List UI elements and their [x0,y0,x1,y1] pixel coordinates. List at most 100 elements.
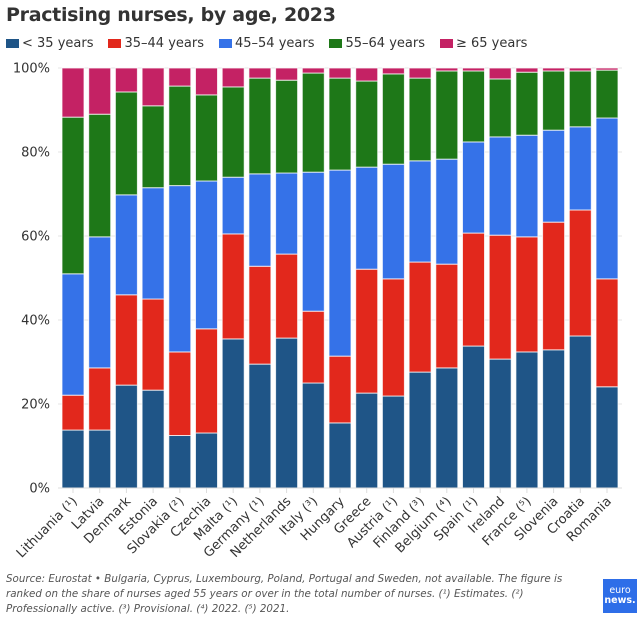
bar-stack[interactable] [381,67,405,489]
bar-segment[interactable] [114,91,138,196]
bar-segment[interactable] [381,395,405,489]
bar-segment[interactable] [328,169,352,357]
bar-stack[interactable] [114,67,138,489]
bar-segment[interactable] [462,232,485,347]
bar-segment[interactable] [355,67,379,82]
bar-segment[interactable] [221,338,245,489]
bar-segment[interactable] [381,67,405,75]
bar-stack[interactable] [542,67,566,489]
bar-stack[interactable] [328,67,352,489]
bar-segment[interactable] [61,67,85,118]
bar-stack[interactable] [355,67,379,489]
bar-segment[interactable] [301,171,325,312]
bar-segment[interactable] [408,371,432,489]
bar-segment[interactable] [301,310,325,384]
bar-segment[interactable] [408,261,432,373]
bar-segment[interactable] [462,70,485,143]
bar-segment[interactable] [328,422,352,489]
bar-segment[interactable] [61,116,85,275]
bar-segment[interactable] [301,67,325,74]
bar-segment[interactable] [114,384,138,489]
legend-item-55-64[interactable]: 55–64 years [329,36,425,51]
bar-segment[interactable] [61,429,85,489]
bar-segment[interactable] [275,253,299,339]
bar-stack[interactable] [408,67,432,489]
bar-stack[interactable] [88,67,112,489]
bar-segment[interactable] [568,335,592,489]
bar-segment[interactable] [595,386,619,489]
bar-segment[interactable] [435,70,459,160]
bar-segment[interactable] [462,67,485,72]
bar-segment[interactable] [595,117,619,280]
bar-segment[interactable] [141,105,165,189]
bar-segment[interactable] [141,298,165,391]
bar-segment[interactable] [275,172,299,255]
bar-segment[interactable] [195,432,218,489]
bar-segment[interactable] [435,367,459,489]
bar-segment[interactable] [568,70,592,128]
bar-segment[interactable] [168,85,192,187]
bar-segment[interactable] [435,263,459,369]
bar-stack[interactable] [141,67,165,489]
bar-segment[interactable] [568,67,592,72]
bar-segment[interactable] [328,77,352,171]
bar-segment[interactable] [408,77,432,162]
bar-stack[interactable] [568,67,592,489]
bar-segment[interactable] [61,273,85,396]
bar-segment[interactable] [114,194,138,296]
bar-segment[interactable] [488,234,512,360]
bar-segment[interactable] [355,268,379,394]
bar-stack[interactable] [275,67,299,489]
bar-stack[interactable] [595,67,619,489]
bar-segment[interactable] [275,337,299,489]
bar-stack[interactable] [301,67,325,489]
bar-segment[interactable] [488,358,512,489]
bar-segment[interactable] [88,113,112,238]
bar-segment[interactable] [568,126,592,211]
bar-stack[interactable] [435,67,459,489]
bar-segment[interactable] [248,67,272,79]
bar-segment[interactable] [515,71,539,136]
bar-segment[interactable] [381,73,405,165]
bar-segment[interactable] [301,72,325,173]
bar-segment[interactable] [141,67,165,107]
bar-segment[interactable] [168,351,192,437]
bar-segment[interactable] [488,67,512,80]
bar-segment[interactable] [381,163,405,280]
bar-segment[interactable] [88,429,112,489]
bar-segment[interactable] [168,435,192,489]
bar-segment[interactable] [515,351,539,489]
bar-segment[interactable] [88,67,112,115]
bar-segment[interactable] [435,158,459,265]
bar-stack[interactable] [61,67,85,489]
bar-stack[interactable] [195,67,218,489]
bar-segment[interactable] [568,209,592,337]
bar-segment[interactable] [462,345,485,489]
bar-segment[interactable] [542,67,566,72]
legend-item-under-35[interactable]: < 35 years [6,36,93,51]
bar-segment[interactable] [248,265,272,365]
bar-segment[interactable] [221,86,245,178]
bar-segment[interactable] [275,67,299,81]
bar-segment[interactable] [515,134,539,238]
bar-stack[interactable] [488,67,512,489]
bar-segment[interactable] [275,79,299,174]
bar-segment[interactable] [168,185,192,353]
bar-segment[interactable] [88,367,112,431]
bar-segment[interactable] [195,94,218,182]
legend-item-65-plus[interactable]: ≥ 65 years [439,36,527,51]
bar-stack[interactable] [462,67,485,489]
bar-segment[interactable] [355,80,379,168]
bar-segment[interactable] [301,382,325,489]
bar-segment[interactable] [248,173,272,267]
bar-segment[interactable] [515,67,539,73]
bar-segment[interactable] [114,67,138,93]
bar-segment[interactable] [61,394,85,431]
bar-segment[interactable] [488,78,512,138]
bar-segment[interactable] [248,363,272,489]
bar-stack[interactable] [221,67,245,489]
bar-segment[interactable] [221,67,245,88]
bar-segment[interactable] [248,77,272,175]
bar-segment[interactable] [88,236,112,369]
legend-item-45-54[interactable]: 45–54 years [218,36,314,51]
